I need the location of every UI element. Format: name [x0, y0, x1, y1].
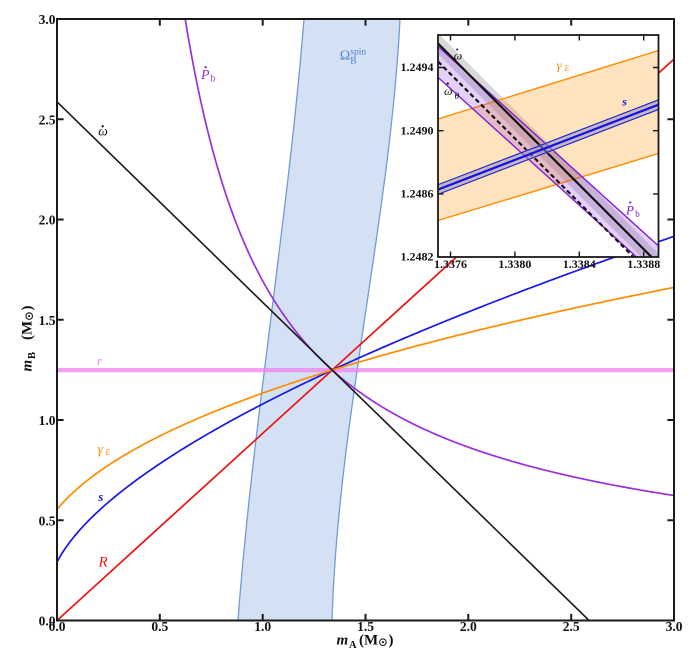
svg-text:1.2486: 1.2486	[401, 187, 434, 201]
svg-text:1.3376: 1.3376	[434, 257, 467, 271]
svg-text:1.5: 1.5	[357, 619, 374, 634]
svg-text:1.2494: 1.2494	[401, 60, 434, 74]
svg-text:1.3388: 1.3388	[627, 257, 660, 271]
svg-text:2.5: 2.5	[563, 619, 580, 634]
svg-text:s: s	[621, 95, 627, 109]
svg-text:1.5: 1.5	[39, 313, 56, 328]
svg-text:1.3380: 1.3380	[498, 257, 531, 271]
svg-text:2.5: 2.5	[39, 113, 56, 128]
svg-text:1.0: 1.0	[39, 413, 56, 428]
svg-text:): )	[20, 306, 36, 311]
svg-text:1.3384: 1.3384	[563, 257, 596, 271]
svg-text:s: s	[97, 489, 103, 504]
svg-text:3.0: 3.0	[39, 12, 56, 27]
svg-text:B: B	[27, 352, 38, 359]
svg-text:b: b	[635, 209, 640, 219]
svg-text:R: R	[98, 555, 108, 571]
svg-text:Ω: Ω	[340, 48, 350, 63]
svg-text:B: B	[350, 56, 356, 66]
svg-text:θ: θ	[455, 92, 460, 102]
svg-text:): )	[389, 633, 394, 649]
svg-text:ω: ω	[98, 124, 108, 139]
svg-text:P: P	[200, 68, 210, 83]
svg-text:0.5: 0.5	[151, 619, 168, 634]
svg-text:r: r	[97, 353, 103, 368]
svg-text:1.2490: 1.2490	[401, 123, 434, 137]
svg-text:m: m	[20, 360, 36, 372]
svg-text:spin: spin	[350, 47, 366, 57]
svg-text:0.0: 0.0	[49, 619, 66, 634]
svg-text:3.0: 3.0	[666, 619, 683, 634]
svg-text:1.2482: 1.2482	[401, 250, 434, 264]
svg-text:1.0: 1.0	[254, 619, 271, 634]
svg-text:(M: (M	[20, 321, 36, 340]
svg-text:P: P	[625, 203, 634, 218]
svg-text:0.5: 0.5	[39, 514, 56, 529]
svg-text:0.0: 0.0	[39, 614, 56, 629]
svg-text:γ: γ	[98, 443, 104, 458]
svg-text:E: E	[564, 64, 570, 73]
svg-text:ω: ω	[444, 84, 452, 98]
svg-text:2.0: 2.0	[460, 619, 477, 634]
svg-text:E: E	[104, 447, 111, 457]
svg-text:b: b	[210, 74, 215, 85]
svg-text:A: A	[349, 640, 357, 651]
svg-text:2.0: 2.0	[39, 213, 56, 228]
svg-text:m: m	[337, 633, 349, 649]
svg-text:γ: γ	[557, 58, 563, 73]
svg-text:(M: (M	[359, 633, 378, 649]
svg-text:ω: ω	[454, 49, 462, 63]
